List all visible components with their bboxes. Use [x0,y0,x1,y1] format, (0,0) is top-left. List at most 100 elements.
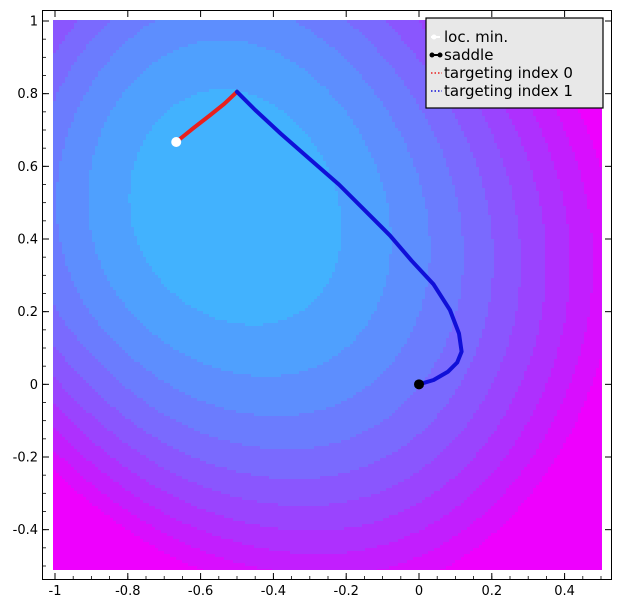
contour-cell [353,23,357,27]
contour-cell [206,23,210,27]
contour-cell [203,89,207,93]
contour-cell [239,50,243,54]
contour-cell [281,26,285,30]
contour-cell [275,20,279,24]
contour-cell [419,71,423,75]
contour-cell [140,101,144,105]
contour-cell [293,62,297,66]
contour-cell [410,80,414,84]
contour-cell [383,47,387,51]
contour-cell [236,62,240,66]
contour-cell [314,80,318,84]
contour-cell [383,71,387,75]
contour-cell [317,38,321,42]
contour-cell [56,29,60,33]
contour-cell [323,50,327,54]
contour-cell [320,59,324,63]
contour-cell [59,44,63,48]
contour-cell [101,92,105,96]
contour-cell [134,32,138,36]
contour-cell [164,62,168,66]
contour-cell [65,95,69,99]
contour-cell [98,77,102,81]
contour-cell [275,59,279,63]
contour-cell [272,71,276,75]
contour-cell [302,71,306,75]
contour-cell [419,89,423,93]
contour-cell [275,29,279,33]
contour-cell [113,32,117,36]
contour-cell [332,29,336,33]
contour-cell [383,26,387,30]
contour-cell [98,29,102,33]
contour-cell [314,23,318,27]
contour-cell [242,41,246,45]
contour-cell [374,83,378,87]
contour-cell [332,71,336,75]
contour-cell [371,95,375,99]
contour-cell [149,98,153,102]
contour-cell [362,98,366,102]
contour-cell [251,74,255,78]
contour-cell [170,83,174,87]
contour-cell [173,65,177,69]
contour-cell [140,59,144,63]
contour-cell [323,32,327,36]
contour-cell [347,23,351,27]
contour-cell [65,47,69,51]
contour-cell [188,62,192,66]
contour-cell [275,71,279,75]
contour-cell [65,71,69,75]
contour-cell [311,77,315,81]
contour-cell [143,53,147,57]
contour-cell [248,41,252,45]
contour-cell [146,47,150,51]
contour-cell [56,38,60,42]
contour-cell [134,56,138,60]
contour-cell [191,83,195,87]
contour-cell [260,41,264,45]
contour-cell [122,92,126,96]
contour-cell [350,59,354,63]
contour-cell [179,35,183,39]
contour-cell [206,89,210,93]
contour-cell [284,95,288,99]
contour-cell [155,98,159,102]
contour-cell [311,74,315,78]
contour-cell [146,50,150,54]
contour-cell [107,80,111,84]
contour-cell [287,77,291,81]
contour-cell [218,32,222,36]
contour-cell [113,47,117,51]
contour-cell [170,44,174,48]
contour-cell [137,89,141,93]
contour-cell [188,20,192,24]
contour-cell [53,83,57,87]
contour-cell [65,44,69,48]
contour-cell [89,50,93,54]
contour-cell [104,35,108,39]
contour-cell [251,95,255,99]
contour-cell [197,68,201,72]
contour-cell [311,41,315,45]
contour-cell [188,56,192,60]
contour-cell [299,41,303,45]
contour-cell [134,44,138,48]
contour-cell [143,89,147,93]
contour-cell [398,80,402,84]
contour-cell [377,47,381,51]
contour-cell [347,50,351,54]
contour-cell [92,35,96,39]
contour-cell [131,26,135,30]
contour-cell [359,80,363,84]
contour-cell [164,89,168,93]
contour-cell [158,41,162,45]
contour-cell [335,50,339,54]
contour-cell [401,44,405,48]
contour-cell [350,53,354,57]
contour-cell [95,68,99,72]
contour-cell [56,80,60,84]
contour-cell [386,92,390,96]
contour-cell [416,23,420,27]
contour-cell [314,65,318,69]
